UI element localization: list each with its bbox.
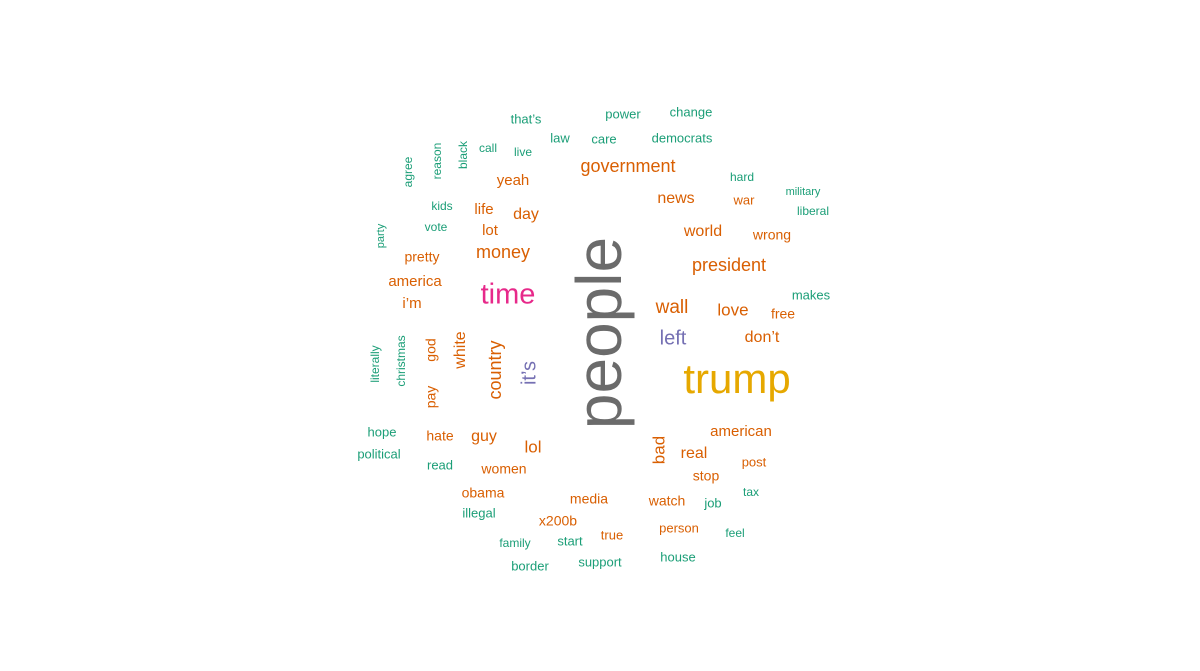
word-president: president [692,255,766,275]
word-wall: wall [655,297,689,318]
word-american: american [710,423,772,440]
word-hard: hard [730,170,754,184]
word-hate: hate [426,428,453,444]
word-day: day [513,206,539,223]
word-thats: that’s [511,111,542,126]
word-vote: vote [425,220,448,234]
word-border: border [511,558,549,573]
word-free: free [771,306,795,322]
word-job: job [703,495,721,510]
word-bad: bad [649,436,668,464]
word-lot: lot [482,222,499,239]
word-feel: feel [725,526,744,540]
word-pretty: pretty [404,249,439,265]
word-yeah: yeah [497,172,530,189]
word-law: law [550,130,570,145]
word-democrats: democrats [652,130,713,145]
word-god: god [423,338,439,361]
word-post: post [742,454,767,469]
word-stop: stop [693,468,720,484]
word-country: country [485,340,505,399]
word-love: love [717,300,748,319]
word-true: true [601,527,623,542]
word-person: person [659,520,699,535]
word-government: government [580,156,675,176]
word-lol: lol [524,437,541,456]
word-media: media [570,491,608,507]
word-wrong: wrong [752,227,791,243]
word-life: life [474,201,493,218]
word-trump: trump [683,355,790,402]
word-political: political [357,446,400,461]
word-call: call [479,141,497,155]
word-america: america [388,273,442,290]
word-white: white [452,331,469,369]
word-party: party [375,223,387,248]
word-care: care [591,131,616,146]
word-dont: don’t [745,329,780,346]
word-news: news [657,190,694,207]
word-time: time [481,279,536,311]
word-read: read [427,457,453,472]
word-support: support [578,554,622,569]
word-left: left [660,327,687,349]
word-pay: pay [423,386,439,409]
word-change: change [670,104,713,119]
word-christmas: christmas [394,335,408,386]
word-obama: obama [462,485,505,501]
word-im: i’m [402,295,421,312]
word-house: house [660,549,695,564]
word-people: people [563,237,635,429]
word-literally: literally [368,345,382,382]
word-hope: hope [368,424,397,439]
word-reason: reason [430,143,444,180]
word-start: start [557,533,583,548]
word-agree: agree [401,156,415,187]
word-world: world [683,223,722,240]
word-illegal: illegal [462,505,495,520]
word-war: war [733,192,756,207]
word-liberal: liberal [797,204,829,218]
word-real: real [681,445,708,462]
word-money: money [476,242,530,262]
word-live: live [514,145,532,159]
word-x200b: x200b [539,513,577,529]
word-kids: kids [431,199,452,213]
word-military: military [786,186,821,198]
word-family: family [499,536,530,550]
word-tax: tax [743,485,759,499]
word-black: black [456,140,470,169]
word-makes: makes [792,287,831,302]
word-its: it’s [518,361,540,385]
word-guy: guy [471,428,497,445]
word-watch: watch [648,493,686,509]
word-women: women [480,461,526,477]
word-power: power [605,106,641,121]
